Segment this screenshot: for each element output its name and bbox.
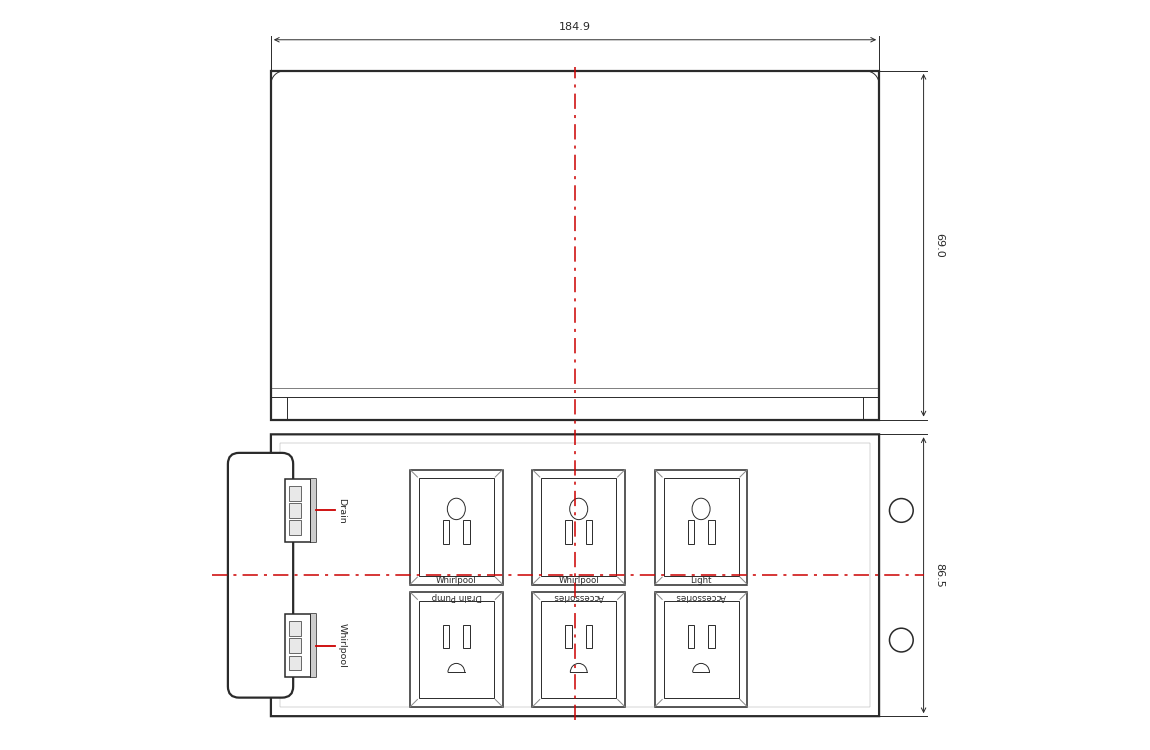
FancyBboxPatch shape <box>271 434 879 716</box>
Text: Drain Pump: Drain Pump <box>431 592 482 601</box>
Text: Whirlpool: Whirlpool <box>338 623 346 668</box>
Bar <box>411 470 503 584</box>
Bar <box>565 520 572 544</box>
Bar <box>290 520 301 536</box>
Bar <box>411 592 503 707</box>
Text: 184.9: 184.9 <box>559 22 591 32</box>
Circle shape <box>889 499 913 522</box>
Bar <box>310 614 316 677</box>
Bar <box>708 520 714 544</box>
Bar <box>542 478 616 575</box>
Bar <box>532 592 626 707</box>
Bar <box>419 478 493 575</box>
Text: Accessories: Accessories <box>553 592 604 601</box>
Bar <box>310 479 316 542</box>
Bar <box>688 520 695 544</box>
Text: Drain: Drain <box>338 497 346 523</box>
Bar <box>664 601 738 698</box>
Bar <box>419 601 493 698</box>
Bar <box>654 470 748 584</box>
Bar <box>654 592 748 707</box>
Bar <box>532 470 626 584</box>
Bar <box>285 614 316 677</box>
Bar <box>463 625 470 648</box>
Text: 86.5: 86.5 <box>934 562 944 588</box>
Bar <box>585 520 592 544</box>
Bar <box>290 486 301 500</box>
Bar <box>290 638 301 653</box>
Bar <box>708 625 714 648</box>
Bar <box>463 520 470 544</box>
Ellipse shape <box>692 498 710 520</box>
Text: Light: Light <box>690 575 712 584</box>
Bar <box>290 656 301 670</box>
Bar <box>279 443 871 707</box>
Ellipse shape <box>569 498 588 520</box>
Bar <box>271 71 879 419</box>
Text: Whirlpool: Whirlpool <box>559 575 599 584</box>
Circle shape <box>889 628 913 652</box>
Bar <box>285 479 316 542</box>
Ellipse shape <box>447 498 466 520</box>
Bar <box>565 625 572 648</box>
Text: Whirlpool: Whirlpool <box>436 575 476 584</box>
Bar <box>585 625 592 648</box>
Bar <box>290 621 301 636</box>
Bar <box>290 503 301 518</box>
Bar <box>664 478 738 575</box>
Bar <box>443 520 450 544</box>
Bar <box>688 625 695 648</box>
FancyBboxPatch shape <box>228 453 293 698</box>
Text: Accessories: Accessories <box>676 592 727 601</box>
Bar <box>443 625 450 648</box>
Text: 69.0: 69.0 <box>934 232 944 257</box>
Bar <box>542 601 616 698</box>
